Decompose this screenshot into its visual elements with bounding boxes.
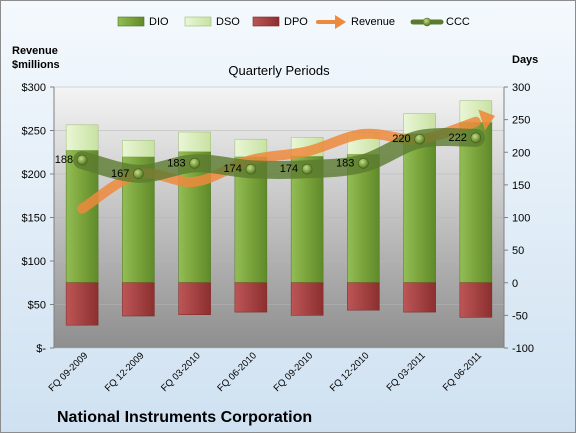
legend-swatch-dio — [117, 16, 145, 27]
ccc-data-label: 220 — [392, 133, 410, 145]
legend-swatch-revenue — [316, 15, 346, 29]
legend-swatch-ccc — [410, 17, 444, 27]
bar-dso — [65, 124, 99, 151]
legend-label-dio: DIO — [149, 16, 169, 28]
ccc-data-label: 222 — [449, 132, 467, 144]
right-tick-label: 250 — [512, 115, 530, 127]
ccc-data-label: 167 — [111, 168, 129, 180]
right-tick-label: 0 — [512, 278, 518, 290]
x-axis-labels: FQ 09-2009 FQ 12-2009 FQ 03-2010 FQ 06-2010… — [47, 350, 484, 394]
x-tick-label: FQ 06-2011 — [441, 350, 484, 393]
x-tick-label: FQ 03-2010 — [159, 350, 203, 394]
legend-label-revenue: Revenue — [351, 16, 395, 28]
ccc-point — [414, 133, 425, 145]
bar-dso — [122, 140, 155, 158]
right-tick-label: -100 — [512, 343, 534, 355]
bar-dio — [347, 153, 380, 283]
bar-dpo — [234, 282, 268, 313]
ccc-point — [189, 158, 200, 169]
ccc-point — [76, 154, 88, 166]
ccc-point — [245, 163, 257, 175]
x-tick-label: FQ 12-2009 — [103, 350, 147, 394]
left-tick-label: $200 — [22, 169, 46, 181]
left-axis-ticks: $- $50 $100 $150 $200 $250 $300 — [22, 82, 54, 355]
ccc-data-label: 174 — [224, 163, 242, 175]
left-tick-label: $100 — [22, 256, 46, 268]
x-tick-label: FQ 03-2011 — [385, 350, 428, 393]
left-axis-title-line1: Revenue — [12, 45, 58, 57]
right-tick-label: 200 — [512, 147, 530, 159]
ccc-data-label: 183 — [336, 157, 354, 169]
ccc-point — [470, 132, 482, 144]
left-tick-label: $300 — [22, 82, 46, 94]
bar-dpo — [122, 282, 155, 317]
x-tick-label: FQ 09-2010 — [272, 350, 316, 394]
x-tick-label: FQ 12-2010 — [328, 350, 372, 394]
bar-dso — [178, 131, 211, 152]
ccc-point — [133, 168, 144, 180]
ccc-point — [358, 158, 369, 169]
left-tick-label: $50 — [28, 300, 46, 312]
footer-company-name: National Instruments Corporation — [57, 409, 312, 426]
legend-label-dpo: DPO — [284, 16, 308, 28]
right-tick-label: -50 — [512, 310, 528, 322]
ccc-data-label: 188 — [55, 154, 73, 166]
ccc-point — [301, 163, 313, 175]
legend-swatch-dpo — [252, 16, 280, 27]
left-axis-title-line2: $millions — [12, 59, 60, 71]
ccc-series: 188 167 183 174 174 183 220 222 — [55, 127, 485, 183]
right-axis-ticks: -100 -50 0 50 100 150 200 250 300 — [504, 82, 534, 355]
bar-dpo — [65, 282, 99, 326]
right-tick-label: 300 — [512, 82, 530, 94]
chart-title: Quarterly Periods — [228, 63, 330, 78]
left-tick-label: $250 — [22, 126, 46, 138]
left-tick-label: $- — [36, 343, 46, 355]
x-tick-label: FQ 06-2010 — [215, 350, 259, 394]
legend-swatch-dso — [184, 16, 212, 27]
legend: DIO DSO DPO Revenue CCC — [117, 15, 470, 29]
bar-dio — [403, 133, 436, 283]
right-tick-label: 50 — [512, 245, 524, 257]
left-tick-label: $150 — [22, 213, 46, 225]
right-axis-title: Days — [512, 54, 538, 66]
legend-label-ccc: CCC — [446, 16, 470, 28]
bar-dpo — [290, 282, 324, 316]
bar-dpo — [178, 282, 211, 315]
x-tick-label: FQ 09-2009 — [47, 350, 91, 394]
bar-dpo — [459, 282, 493, 318]
bar-dpo — [347, 282, 380, 311]
ccc-data-label: 174 — [280, 163, 298, 175]
revenue-arrowhead — [478, 109, 495, 131]
legend-label-dso: DSO — [216, 16, 240, 28]
right-tick-label: 150 — [512, 180, 530, 192]
ccc-data-label: 183 — [167, 157, 185, 169]
right-tick-label: 100 — [512, 213, 530, 225]
bar-dpo — [403, 282, 436, 313]
